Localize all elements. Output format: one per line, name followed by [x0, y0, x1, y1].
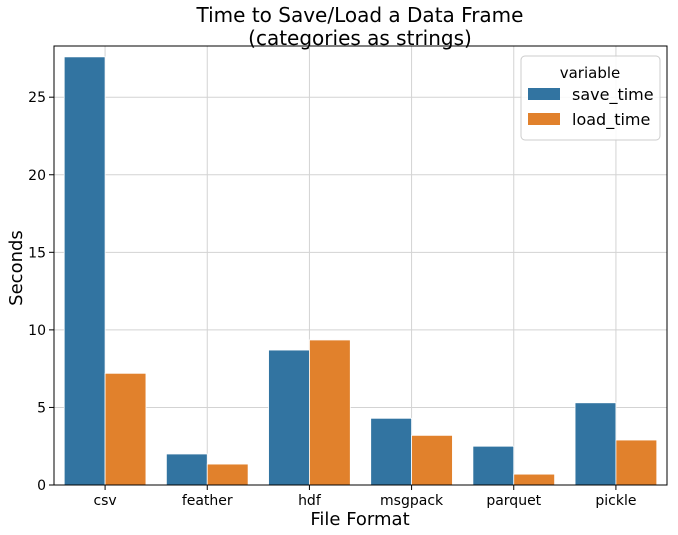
bar-save-time-pickle: [574, 402, 617, 486]
y-axis-label: Seconds: [6, 230, 27, 306]
bar-load-time-parquet: [513, 473, 556, 486]
y-tick-label: 5: [37, 400, 46, 416]
legend-swatch-save-time: [528, 88, 560, 100]
grid-lines: [54, 46, 667, 486]
y-tick-label: 0: [37, 478, 46, 494]
bar-load-time-feather: [206, 463, 249, 486]
bar-save-time-msgpack: [370, 417, 412, 486]
bar-load-time-csv: [104, 372, 147, 486]
legend-label-load-time: load_time: [572, 110, 650, 130]
y-tick-label: 25: [28, 90, 46, 106]
bar-load-time-msgpack: [411, 434, 453, 486]
bar-save-time-csv: [63, 56, 106, 486]
y-tick-label: 20: [28, 168, 46, 184]
bar-save-time-hdf: [268, 349, 310, 486]
legend-swatch-load-time: [528, 113, 560, 125]
x-tick-label-feather: feather: [182, 493, 233, 509]
y-tick-label: 15: [28, 245, 46, 261]
bar-save-time-feather: [165, 453, 208, 486]
bar-load-time-hdf: [309, 339, 351, 486]
y-axis-ticks: 0 5 10 15 20 25: [28, 90, 54, 494]
legend-title: variable: [560, 64, 621, 82]
x-tick-label-parquet: parquet: [486, 493, 541, 509]
bars: [63, 56, 658, 486]
legend-label-save-time: save_time: [572, 85, 654, 105]
bar-save-time-parquet: [472, 445, 515, 486]
x-tick-label-hdf: hdf: [298, 493, 322, 509]
x-tick-label-pickle: pickle: [595, 493, 636, 509]
y-tick-label: 10: [28, 323, 46, 339]
x-axis-ticks: csv feather hdf msgpack parquet pickle: [93, 485, 636, 509]
bar-load-time-pickle: [615, 439, 658, 486]
legend: variable save_time load_time: [520, 55, 661, 141]
x-tick-label-csv: csv: [93, 493, 116, 509]
x-axis-label: File Format: [310, 509, 409, 530]
x-tick-label-msgpack: msgpack: [380, 493, 444, 509]
plot-frame: [53, 45, 668, 486]
chart-title-line1: Time to Save/Load a Data Frame: [196, 3, 524, 27]
